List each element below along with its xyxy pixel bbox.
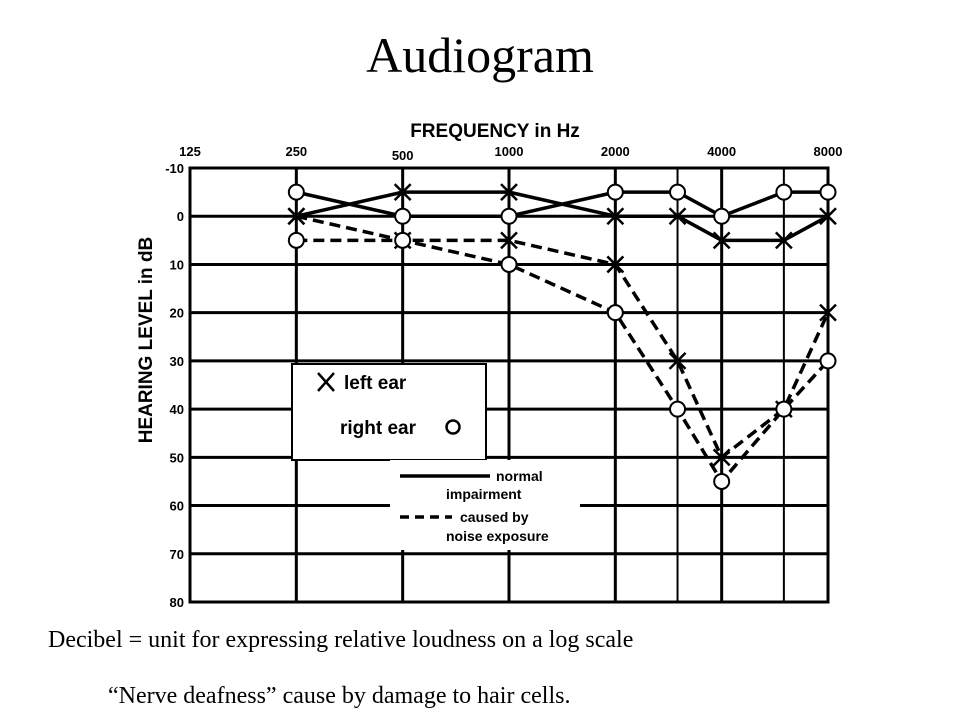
legend-x-symbol [317,372,335,392]
y-axis-label: HEARING LEVEL in dB [136,237,157,444]
marker-right-ear [819,352,837,370]
series-line-right-dashed [296,238,830,484]
marker-left-ear [712,231,731,250]
marker-x-stroke [819,207,837,226]
series-line-right-solid [295,190,828,218]
chart-series [295,190,830,484]
marker-right-ear [819,183,837,201]
marker-right-ear [606,304,624,322]
marker-x-stroke [606,255,625,274]
marker-left-ear [668,352,687,370]
decibel-caption: Decibel = unit for expressing relative l… [48,627,634,653]
legend-o-symbol [445,419,461,435]
marker-left-ear [819,303,837,322]
marker-right-ear [394,231,412,249]
marker-x-stroke [668,352,687,370]
x-tick-label: 500 [392,148,414,163]
legend-noise-exposure-label: noise exposure [446,528,549,544]
marker-right-ear [775,183,793,201]
y-tick-label: 0 [177,209,184,224]
y-tick-label: 70 [170,547,184,562]
x-axis-label: FREQUENCY in Hz [410,121,580,142]
marker-right-ear [500,255,518,273]
marker-left-ear [712,448,731,467]
legend-normal-label: normal [496,468,543,484]
chart-ticks: -10 0 10 20 30 40 50 60 70 80 125 250 500 1000 2000 400… [165,144,842,610]
marker-left-ear [606,207,625,226]
legend-impairment-label: impairment [446,486,522,502]
marker-right-ear [606,183,624,201]
chart-markers [287,183,837,490]
marker-left-ear [606,255,625,274]
x-tick-label: 2000 [601,144,630,159]
y-tick-label: 50 [170,450,184,465]
line-style-legend: normal impairment caused by noise exposure [390,460,580,550]
marker-right-ear [394,207,412,225]
marker-x-stroke [393,183,412,201]
series-line-left-dashed [295,214,830,460]
legend-left-ear-label: left ear [344,373,407,394]
legend-caused-by-label: caused by [460,509,529,525]
y-tick-label: 20 [170,306,184,321]
marker-right-ear [713,472,731,490]
series-line-left-solid [295,190,829,243]
x-tick-label: 125 [179,144,201,159]
marker-right-ear [713,207,731,225]
marker-x-stroke [500,231,518,250]
marker-x-stroke [287,207,306,226]
marker-x-stroke [819,303,837,322]
marker-left-ear [393,183,412,201]
marker-x-stroke [712,231,731,250]
marker-x-stroke [668,207,687,226]
marker-left-ear [500,183,518,201]
marker-x-stroke [712,448,731,467]
marker-right-ear [775,400,793,418]
x-tick-label: 4000 [707,144,736,159]
y-tick-label: 60 [170,499,184,514]
y-tick-label: 30 [170,354,184,369]
x-tick-label: 250 [285,144,307,159]
marker-x-stroke [606,207,625,226]
x-tick-label: 8000 [814,144,843,159]
marker-legend: left ear right ear [291,363,487,461]
marker-right-ear [669,400,687,418]
marker-left-ear [668,207,687,226]
y-tick-label: -10 [165,161,184,176]
marker-left-ear [774,231,793,250]
marker-right-ear [287,183,305,201]
marker-left-ear [500,231,518,250]
y-tick-label: 40 [170,402,184,417]
marker-right-ear [500,207,518,225]
marker-right-ear [287,231,305,249]
marker-left-ear [819,207,837,226]
slide-title: Audiogram [366,27,594,83]
marker-left-ear [287,207,306,226]
marker-x-stroke [500,183,518,201]
x-tick-label: 1000 [495,144,524,159]
y-tick-label: 10 [170,257,184,272]
legend-x-stroke [317,372,335,392]
legend-right-ear-label: right ear [340,418,417,439]
marker-x-stroke [774,231,793,250]
marker-right-ear [669,183,687,201]
y-tick-label: 80 [170,595,184,610]
nerve-deafness-caption: “Nerve deafness” cause by damage to hair… [108,683,571,709]
